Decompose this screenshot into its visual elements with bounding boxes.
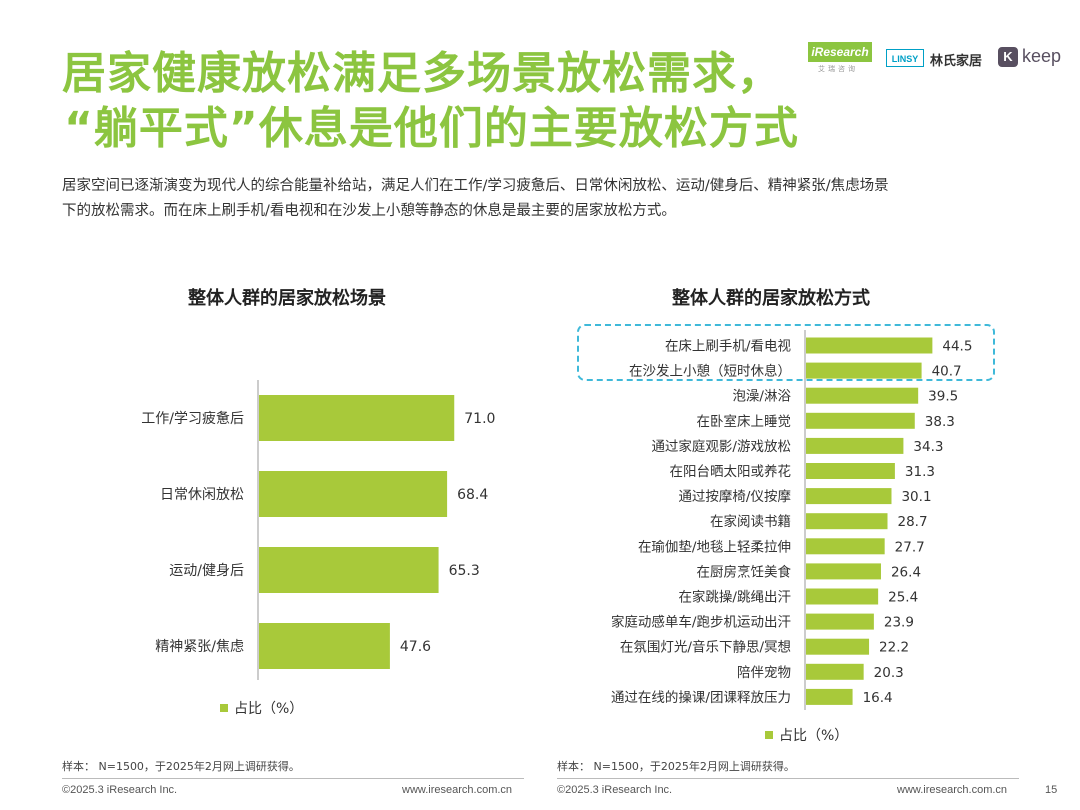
category-label: 通过家庭观影/游戏放松 xyxy=(651,438,791,455)
left-chart-title: 整体人群的居家放松场景 xyxy=(188,288,386,309)
value-label: 39.5 xyxy=(928,389,958,405)
value-label: 30.1 xyxy=(901,489,931,505)
category-label: 在阳台晒太阳或养花 xyxy=(670,464,792,480)
right-sample-note: 样本： N=1500，于2025年2月网上调研获得。 xyxy=(557,760,795,773)
category-label: 在沙发上小憩（短时休息） xyxy=(629,363,791,380)
category-label: 在厨房烹饪美食 xyxy=(697,563,792,580)
bar xyxy=(806,337,933,354)
value-label: 44.5 xyxy=(942,339,972,355)
category-label: 精神紧张/焦虑 xyxy=(155,639,244,655)
bar xyxy=(806,362,922,379)
left-bar-chart: 工作/学习疲惫后 71.0 日常休闲放松 68.4 运动/健身后 65.3 精神紧张/焦虑 4… xyxy=(141,380,495,680)
left-footer-divider xyxy=(62,778,524,779)
category-label: 在家阅读书籍 xyxy=(710,513,791,530)
right-chart-title: 整体人群的居家放松方式 xyxy=(672,288,870,309)
bar xyxy=(259,547,439,593)
value-label: 34.3 xyxy=(913,439,943,455)
bar xyxy=(806,488,892,505)
value-label: 28.7 xyxy=(898,514,928,530)
category-label: 家庭动感单车/跑步机运动出汗 xyxy=(611,614,791,631)
right-copyright: ©2025.3 iResearch Inc. xyxy=(557,784,673,796)
bar xyxy=(806,538,885,555)
bar xyxy=(259,623,390,669)
lead-line-2: 下的放松需求。而在床上刷手机/看电视和在沙发上小憩等静态的休息是最主要的居家放松… xyxy=(62,203,676,219)
bar xyxy=(806,688,853,705)
right-website: www.iresearch.com.cn xyxy=(897,784,1008,796)
lead-line-1: 居家空间已逐渐演变为现代人的综合能量补给站，满足人们在工作/学习疲惫后、日常休闲… xyxy=(62,178,889,194)
bar xyxy=(806,387,919,404)
category-label: 运动/健身后 xyxy=(169,563,244,579)
keep-logo: keep xyxy=(1022,46,1062,66)
lead-paragraph: 居家空间已逐渐演变为现代人的综合能量补给站，满足人们在工作/学习疲惫后、日常休闲… xyxy=(62,174,1022,224)
bar xyxy=(259,395,455,441)
value-label: 26.4 xyxy=(891,564,921,580)
category-label: 陪伴宠物 xyxy=(737,665,791,681)
category-label: 泡澡/淋浴 xyxy=(732,389,791,405)
legend-swatch xyxy=(765,731,773,739)
linsy-logo-text: 林氏家居 xyxy=(930,54,983,69)
left-legend-label: 占比（%） xyxy=(234,701,304,717)
bar xyxy=(806,588,879,605)
right-bar-chart: 在床上刷手机/看电视 44.5 在沙发上小憩（短时休息） 40.7 泡澡/淋浴 39.5 在… xyxy=(611,330,972,710)
left-copyright: ©2025.3 iResearch Inc. xyxy=(62,784,178,796)
value-label: 40.7 xyxy=(932,364,962,380)
iresearch-logo: iResearch xyxy=(808,42,872,62)
category-label: 通过在线的操课/团课释放压力 xyxy=(611,690,791,706)
category-label: 在氛围灯光/音乐下静思/冥想 xyxy=(620,639,791,656)
category-label: 在家跳操/跳绳出汗 xyxy=(678,589,791,606)
legend-swatch xyxy=(220,704,228,712)
bar xyxy=(806,463,895,479)
bar xyxy=(259,471,448,517)
bar xyxy=(806,563,881,580)
value-label: 25.4 xyxy=(888,590,918,606)
bar xyxy=(806,663,864,680)
page-number: 15 xyxy=(1045,784,1058,796)
value-label: 16.4 xyxy=(863,690,893,706)
right-legend-label: 占比（%） xyxy=(779,728,849,744)
category-label: 工作/学习疲惫后 xyxy=(141,410,244,427)
value-label: 23.9 xyxy=(884,615,914,631)
keep-logo-mark: K xyxy=(998,47,1018,67)
value-label: 68.4 xyxy=(457,487,488,503)
highlight-box xyxy=(577,324,995,381)
value-label: 20.3 xyxy=(874,665,904,681)
bar xyxy=(806,412,915,429)
bar xyxy=(806,437,904,454)
value-label: 38.3 xyxy=(925,414,955,430)
category-label: 在卧室床上睡觉 xyxy=(697,413,792,430)
linsy-logo: LINSY xyxy=(886,49,924,67)
page-title-line2: “躺平式”休息是他们的主要放松方式 xyxy=(64,103,799,154)
left-chart-legend: 占比（%） xyxy=(220,698,303,718)
value-label: 27.7 xyxy=(895,539,925,555)
iresearch-logo-subtitle: 艾瑞咨询 xyxy=(818,65,858,73)
left-sample-note: 样本： N=1500，于2025年2月网上调研获得。 xyxy=(62,760,300,773)
page-title-line1: 居家健康放松满足多场景放松需求， xyxy=(62,48,782,99)
category-label: 日常休闲放松 xyxy=(160,487,244,503)
left-website: www.iresearch.com.cn xyxy=(402,784,513,796)
value-label: 22.2 xyxy=(879,640,909,656)
category-label: 通过按摩椅/仪按摩 xyxy=(678,488,791,505)
category-label: 在床上刷手机/看电视 xyxy=(665,339,792,355)
value-label: 47.6 xyxy=(400,639,431,655)
right-chart-legend: 占比（%） xyxy=(765,725,848,745)
value-label: 71.0 xyxy=(464,411,495,427)
bar xyxy=(806,638,870,655)
right-footer-divider xyxy=(557,778,1019,779)
category-label: 在瑜伽垫/地毯上轻柔拉伸 xyxy=(638,539,791,555)
bar xyxy=(806,513,888,530)
value-label: 31.3 xyxy=(905,464,935,480)
value-label: 65.3 xyxy=(449,563,480,579)
bar xyxy=(806,613,874,630)
